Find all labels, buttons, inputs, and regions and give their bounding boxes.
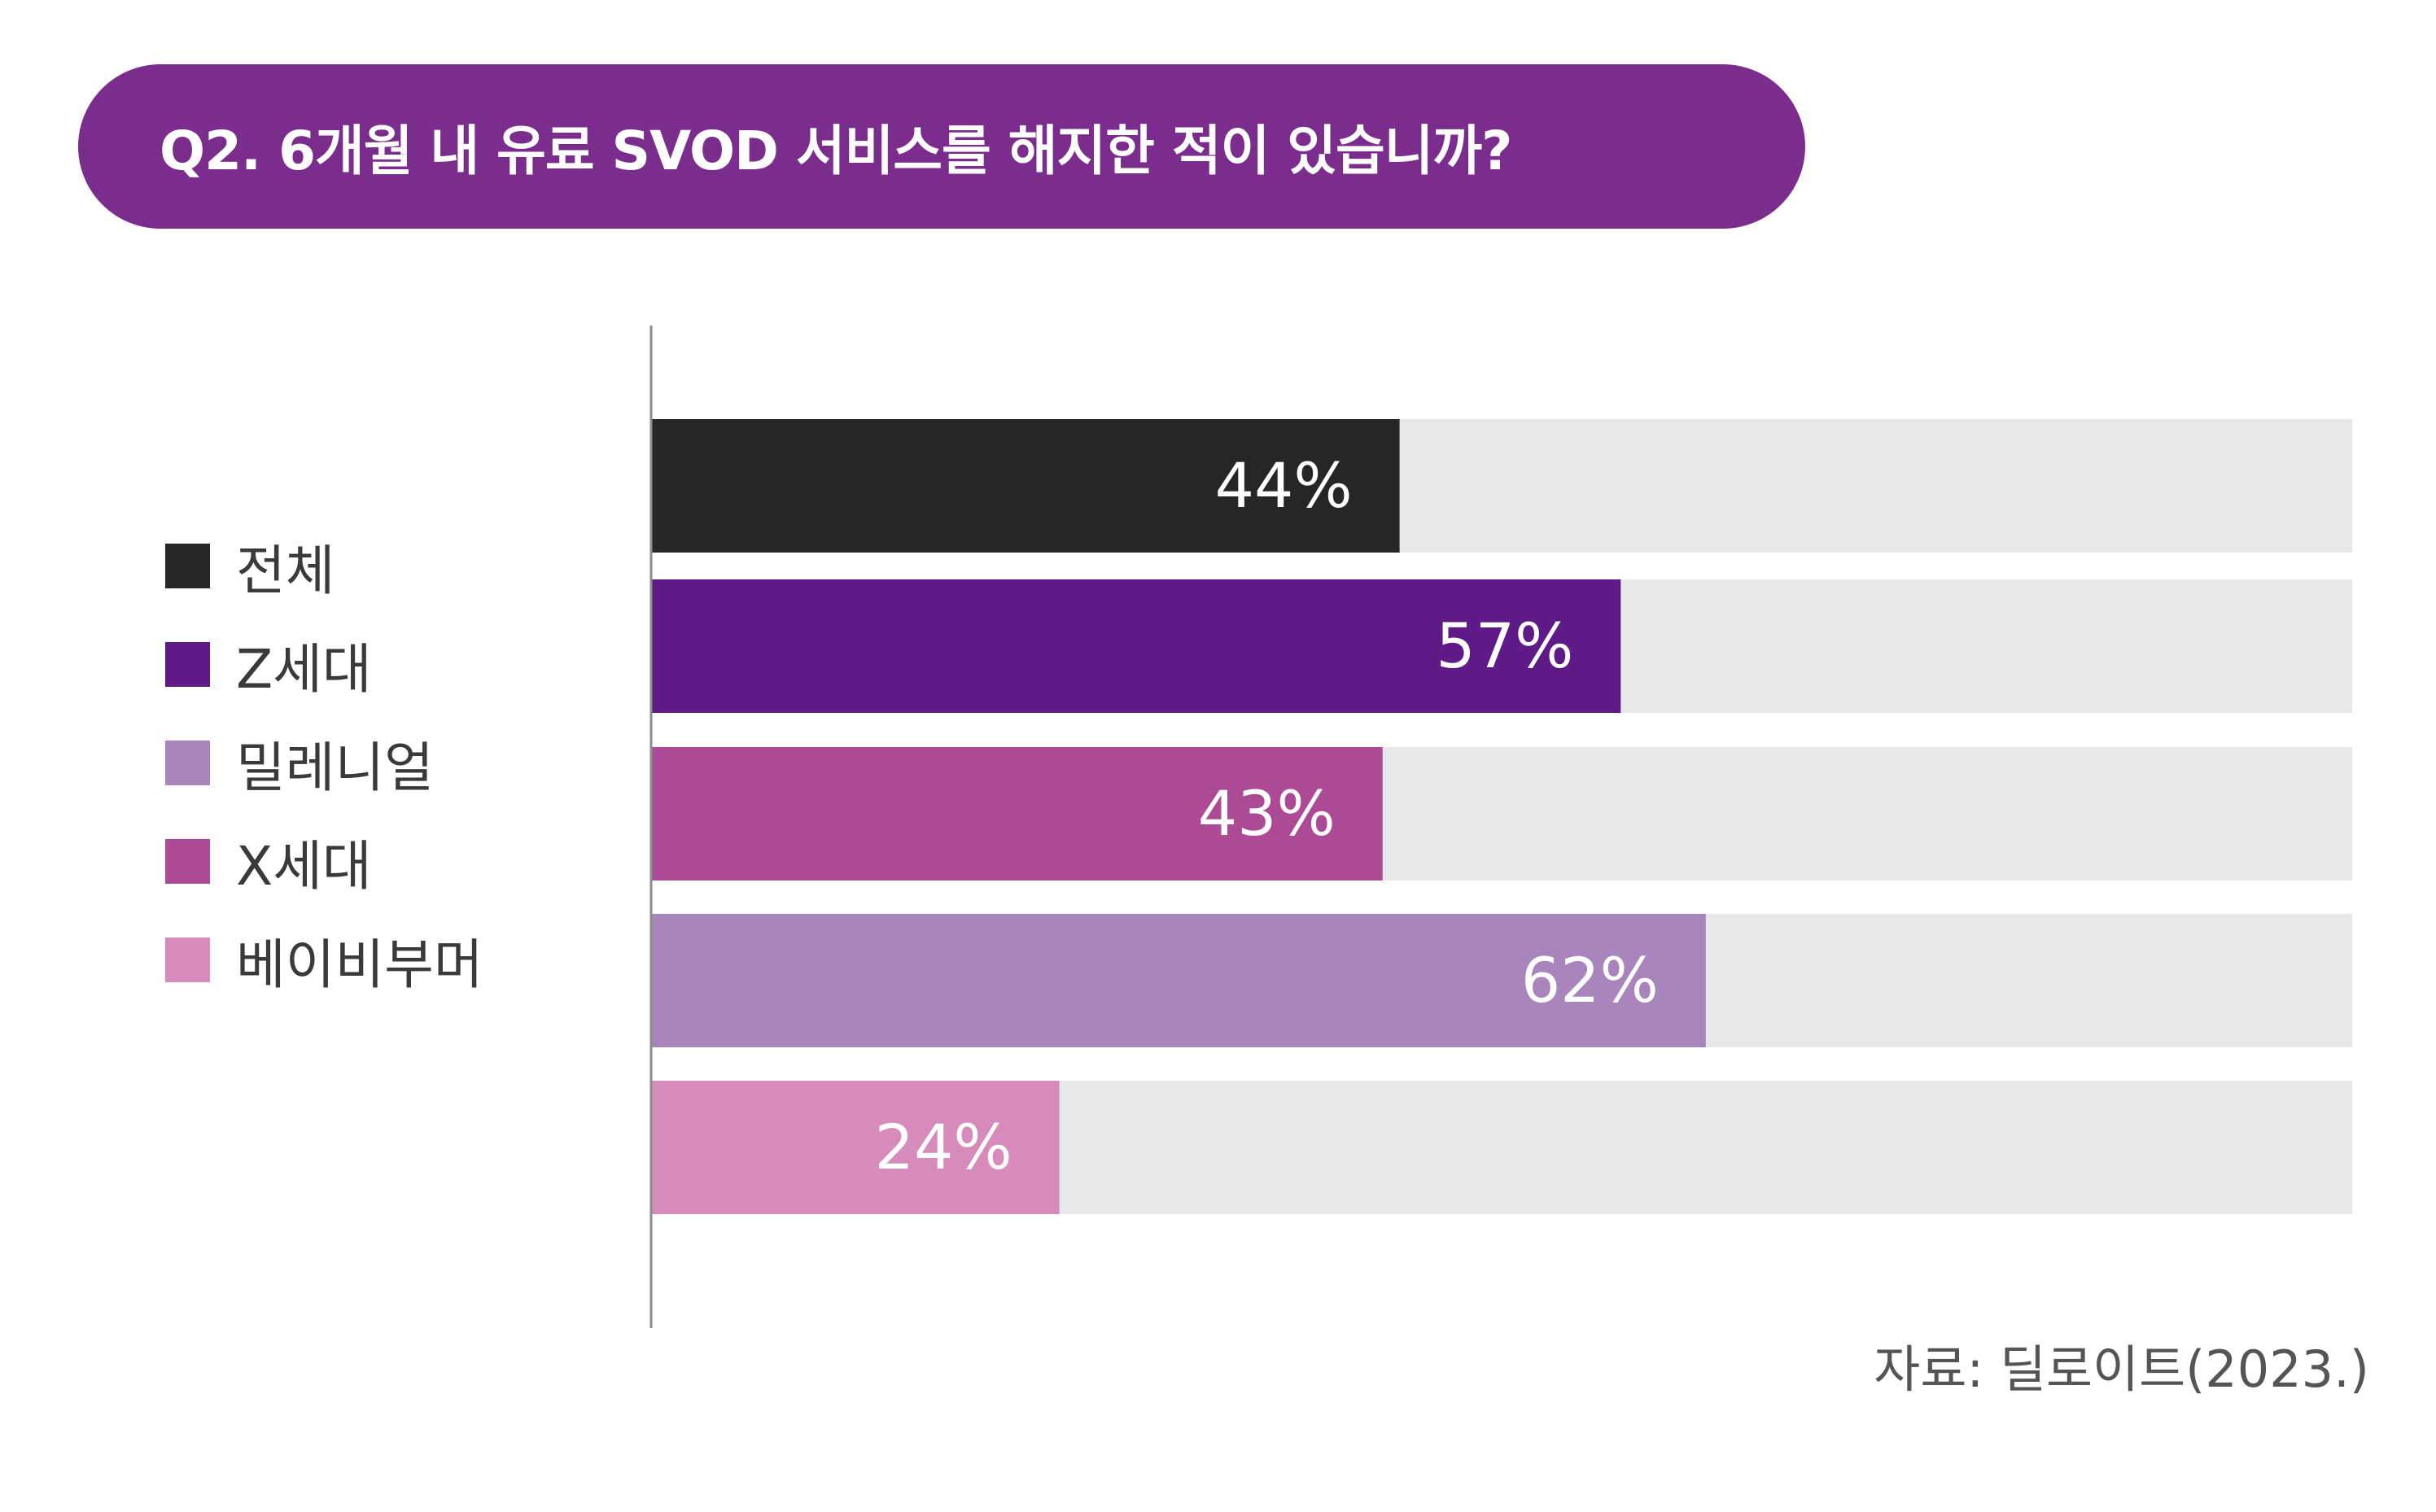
bar: [651, 579, 1621, 713]
legend-label: 밀레니얼: [236, 736, 434, 799]
source-note: 자료: 딜로이트(2023.): [1874, 1339, 2369, 1399]
legend-swatch: [165, 839, 210, 884]
data-label: 62%: [1521, 944, 1659, 1016]
legend-item: 베이비부머: [165, 911, 483, 1009]
data-label: 57%: [1436, 610, 1573, 682]
bar: [651, 747, 1383, 881]
data-label: 43%: [1198, 777, 1336, 850]
bar: [651, 419, 1400, 553]
legend-swatch: [165, 741, 210, 785]
data-label: 44%: [1215, 449, 1353, 522]
legend-swatch: [165, 642, 210, 687]
legend-label: Z세대: [236, 637, 372, 701]
bar: [651, 914, 1706, 1047]
data-label: 24%: [875, 1111, 1012, 1183]
legend-label: X세대: [236, 834, 372, 898]
title-banner: Q2. 6개월 내 유료 SVOD 서비스를 해지한 적이 있습니까?: [78, 64, 1805, 229]
legend-item: 전체: [165, 517, 483, 615]
legend-swatch: [165, 544, 210, 588]
legend-item: X세대: [165, 812, 483, 911]
chart-title: Q2. 6개월 내 유료 SVOD 서비스를 해지한 적이 있습니까?: [160, 120, 1512, 182]
legend: 전체 Z세대 밀레니얼 X세대 베이비부머: [165, 517, 483, 1009]
bar: [651, 1081, 1060, 1214]
legend-label: 베이비부머: [236, 933, 483, 996]
legend-swatch: [165, 937, 210, 982]
legend-item: Z세대: [165, 615, 483, 714]
legend-label: 전체: [236, 539, 335, 602]
legend-item: 밀레니얼: [165, 714, 483, 812]
